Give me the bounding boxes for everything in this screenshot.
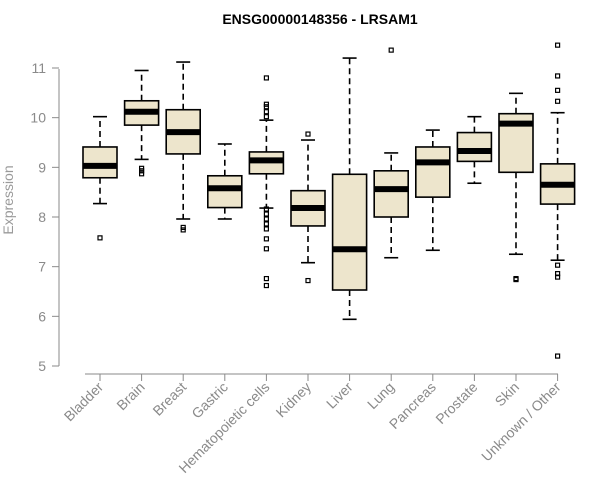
y-tick-label: 6 xyxy=(38,308,46,324)
y-tick-label: 9 xyxy=(38,159,46,175)
outlier-point xyxy=(554,98,561,104)
box-group xyxy=(165,61,201,233)
outlier-point xyxy=(263,282,269,289)
outlier-point xyxy=(554,42,561,48)
box-iqr xyxy=(82,146,118,179)
box-group xyxy=(456,115,493,185)
x-tick-label: Brain xyxy=(113,379,147,413)
box-group xyxy=(373,47,410,259)
outlier-point xyxy=(263,216,269,222)
x-tick-label: Liver xyxy=(323,379,356,412)
box-group xyxy=(207,143,243,220)
box-group xyxy=(82,115,118,241)
box-group xyxy=(539,42,576,359)
outlier-point xyxy=(97,235,103,241)
outlier-point xyxy=(305,131,311,137)
box-group xyxy=(123,69,160,177)
y-tick-label: 8 xyxy=(38,209,46,225)
outlier-point xyxy=(554,274,561,280)
box-iqr xyxy=(414,146,451,198)
y-tick-label: 7 xyxy=(38,259,46,275)
outlier-point xyxy=(554,353,561,359)
outlier-point xyxy=(263,206,269,212)
box-group xyxy=(331,57,368,321)
chart-title: ENSG00000148356 - LRSAM1 xyxy=(222,11,418,27)
x-tick-label: Lung xyxy=(364,379,397,412)
box-iqr xyxy=(373,170,410,218)
box-group xyxy=(290,131,326,284)
box-group xyxy=(248,75,285,289)
y-tick-label: 10 xyxy=(30,110,46,126)
y-tick-label: 11 xyxy=(31,60,46,76)
x-tick-label: Bladder xyxy=(61,379,107,425)
outlier-point xyxy=(139,165,145,171)
outlier-point xyxy=(554,87,561,93)
outlier-point xyxy=(263,114,269,120)
box-group xyxy=(414,129,451,252)
y-tick-label: 5 xyxy=(38,358,46,374)
x-tick-label: Kidney xyxy=(273,379,315,421)
y-axis-ticks: 5 6 7 8 9 10 11 xyxy=(30,60,59,374)
outlier-point xyxy=(554,73,561,79)
outlier-point xyxy=(180,224,186,231)
outlier-point xyxy=(305,277,311,284)
outlier-point xyxy=(263,101,269,107)
outlier-point xyxy=(263,211,269,217)
box-iqr xyxy=(207,174,243,209)
outlier-point xyxy=(263,221,269,227)
box-group xyxy=(498,92,534,283)
outlier-point xyxy=(263,246,269,252)
x-tick-label: Prostate xyxy=(432,379,480,427)
y-axis-label: Expression xyxy=(0,165,16,234)
outlier-point xyxy=(263,226,269,232)
outlier-point xyxy=(139,171,145,177)
x-tick-label: Unknown / Other xyxy=(478,379,564,465)
outlier-point xyxy=(388,47,394,53)
boxes-layer xyxy=(82,42,576,359)
outlier-point xyxy=(263,275,269,282)
x-tick-label: Breast xyxy=(149,379,189,419)
outlier-point xyxy=(554,262,561,268)
outlier-point xyxy=(263,236,269,242)
x-tick-label: Skin xyxy=(492,379,523,410)
outlier-point xyxy=(513,275,519,282)
outlier-point xyxy=(263,75,269,81)
box-iqr xyxy=(331,173,368,291)
box-iqr xyxy=(456,131,493,163)
outlier-point xyxy=(263,109,269,115)
